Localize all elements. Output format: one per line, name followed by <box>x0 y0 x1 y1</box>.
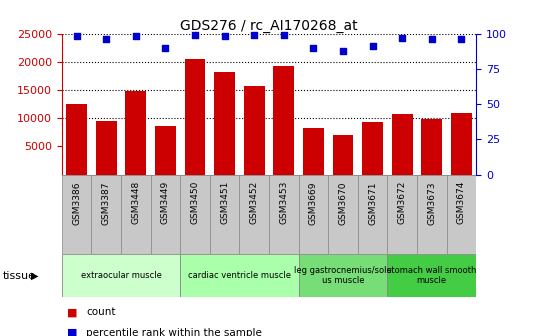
Text: GSM3453: GSM3453 <box>279 181 288 224</box>
Bar <box>332 135 353 175</box>
Bar <box>392 114 413 175</box>
Bar <box>239 175 269 254</box>
Text: tissue: tissue <box>3 270 36 281</box>
Point <box>309 45 317 50</box>
Bar <box>299 175 328 254</box>
Point <box>190 32 199 38</box>
Point <box>427 37 436 42</box>
Text: GSM3387: GSM3387 <box>102 181 111 224</box>
Point <box>457 37 465 42</box>
Bar <box>121 175 151 254</box>
Point <box>279 32 288 38</box>
Text: GSM3386: GSM3386 <box>72 181 81 224</box>
Text: GSM3670: GSM3670 <box>338 181 348 224</box>
Bar <box>421 119 442 175</box>
Text: leg gastrocnemius/sole
us muscle: leg gastrocnemius/sole us muscle <box>294 266 392 285</box>
Bar <box>66 104 87 175</box>
Text: GSM3673: GSM3673 <box>427 181 436 224</box>
Text: GSM3451: GSM3451 <box>220 181 229 224</box>
Text: GSM3452: GSM3452 <box>250 181 259 224</box>
Text: GSM3448: GSM3448 <box>131 181 140 224</box>
Bar <box>210 175 239 254</box>
Bar <box>299 254 387 297</box>
Point <box>368 44 377 49</box>
Text: ▶: ▶ <box>31 270 39 281</box>
Bar <box>155 126 176 175</box>
Point <box>250 32 258 38</box>
Bar <box>358 175 387 254</box>
Text: GSM3671: GSM3671 <box>368 181 377 224</box>
Text: ■: ■ <box>67 307 78 318</box>
Bar <box>387 175 417 254</box>
Bar <box>244 86 265 175</box>
Text: percentile rank within the sample: percentile rank within the sample <box>86 328 262 336</box>
Bar <box>303 128 324 175</box>
Bar <box>362 122 383 175</box>
Bar <box>214 72 235 175</box>
Point <box>131 34 140 39</box>
Bar <box>62 175 91 254</box>
Text: count: count <box>86 307 116 318</box>
Text: GSM3674: GSM3674 <box>457 181 466 224</box>
Text: GSM3669: GSM3669 <box>309 181 318 224</box>
Text: cardiac ventricle muscle: cardiac ventricle muscle <box>188 271 291 280</box>
Bar <box>451 113 472 175</box>
Point <box>339 48 348 53</box>
Bar <box>387 254 476 297</box>
Bar <box>125 91 146 175</box>
Bar <box>185 59 206 175</box>
Bar <box>180 175 210 254</box>
Point <box>398 35 406 41</box>
Text: stomach wall smooth
muscle: stomach wall smooth muscle <box>387 266 477 285</box>
Text: GSM3450: GSM3450 <box>190 181 200 224</box>
Bar <box>180 254 299 297</box>
Bar <box>447 175 476 254</box>
Point <box>102 37 111 42</box>
Bar <box>91 175 121 254</box>
Point <box>220 34 229 39</box>
Point <box>161 45 170 50</box>
Bar <box>151 175 180 254</box>
Bar <box>417 175 447 254</box>
Text: ■: ■ <box>67 328 78 336</box>
Bar <box>273 66 294 175</box>
Point <box>72 34 81 39</box>
Text: GSM3449: GSM3449 <box>161 181 170 224</box>
Text: extraocular muscle: extraocular muscle <box>81 271 161 280</box>
Bar <box>62 254 180 297</box>
Title: GDS276 / rc_AI170268_at: GDS276 / rc_AI170268_at <box>180 18 358 33</box>
Bar <box>328 175 358 254</box>
Text: GSM3672: GSM3672 <box>398 181 407 224</box>
Bar <box>269 175 299 254</box>
Bar <box>96 121 117 175</box>
